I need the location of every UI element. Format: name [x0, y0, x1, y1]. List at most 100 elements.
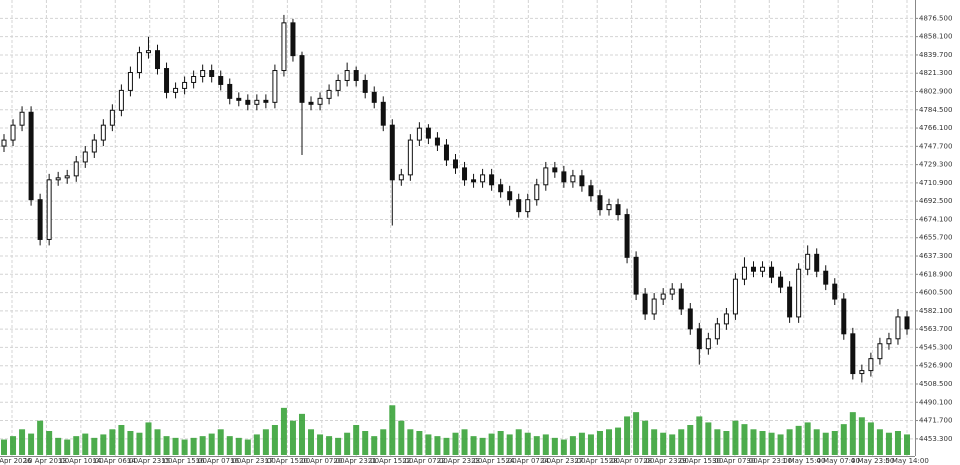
candle-body — [371, 91, 377, 103]
candle-body — [46, 179, 52, 240]
candle-body — [904, 316, 910, 330]
candle-body — [254, 99, 260, 105]
x-tick-label: 15 Apr 15:00 — [161, 457, 207, 465]
candle-body — [525, 199, 531, 213]
x-tick-label: 9 Apr 2026 — [0, 457, 32, 465]
candle-body — [109, 109, 115, 126]
candle-body — [534, 184, 540, 201]
volume-bar — [425, 434, 432, 455]
volume-bar — [497, 431, 504, 455]
candle-body — [552, 167, 558, 173]
volume-bar — [226, 436, 233, 455]
x-tick-label: 24 Apr 23:00 — [540, 457, 586, 465]
candle-body — [769, 266, 775, 278]
candle-body — [416, 127, 422, 141]
candle-body — [814, 253, 820, 272]
candle-body — [561, 171, 567, 183]
candle-body — [489, 174, 495, 186]
candle-body — [543, 167, 549, 186]
y-tick-label: 4821.300 — [919, 69, 952, 77]
candle-body — [750, 266, 756, 272]
candle-body — [362, 79, 368, 93]
candle-body — [290, 22, 296, 57]
y-tick-label: 4802.900 — [919, 88, 952, 96]
volume-bar — [380, 429, 387, 455]
volume-bar — [624, 416, 631, 455]
candle-body — [37, 199, 43, 240]
volume-bar — [64, 439, 71, 455]
candle-body — [714, 323, 720, 340]
candle-body — [760, 266, 766, 272]
volume-bar — [678, 429, 685, 455]
volume-bar — [91, 437, 98, 455]
y-tick-label: 4600.500 — [919, 289, 952, 297]
candle-body — [669, 288, 675, 295]
volume-bar — [488, 433, 495, 455]
candle-body — [398, 174, 404, 181]
candle-body — [299, 55, 305, 103]
candle-body — [227, 83, 233, 99]
candle-body — [191, 75, 197, 83]
candle-body — [335, 79, 341, 91]
candle-body — [82, 151, 88, 163]
x-tick-label: 4 May 07:00 — [816, 457, 860, 465]
candle-body — [64, 175, 70, 179]
volume-bar — [100, 434, 107, 455]
volume-bar — [416, 431, 423, 455]
candle-body — [353, 70, 359, 81]
volume-bar — [515, 429, 522, 455]
volume-bar — [804, 422, 811, 455]
candle-body — [344, 70, 350, 81]
candle-body — [326, 89, 332, 99]
volume-bar — [389, 405, 396, 455]
volume-bar — [461, 429, 468, 455]
volume-bar — [660, 432, 667, 455]
candle-body — [778, 276, 784, 288]
candle-body — [841, 298, 847, 335]
candle-body — [380, 101, 386, 126]
volume-bar — [867, 422, 874, 455]
candle-body — [660, 293, 666, 300]
volume-bar — [723, 431, 730, 455]
candle-body — [462, 167, 468, 181]
volume-bar — [732, 420, 739, 455]
candle-body — [236, 97, 242, 101]
candle-body — [73, 161, 79, 177]
candle-body — [28, 111, 34, 201]
volume-bar — [199, 436, 206, 455]
candle-body — [624, 214, 630, 258]
candle-body — [868, 358, 874, 372]
x-tick-label: 23 Apr 15:00 — [471, 457, 517, 465]
volume-bar — [876, 429, 883, 455]
volume-bar — [795, 425, 802, 455]
x-tick-label: 27 Apr 15:00 — [574, 457, 620, 465]
volume-bar — [371, 436, 378, 455]
volume-bar — [317, 434, 324, 455]
candle-body — [732, 278, 738, 315]
candle-body — [741, 266, 747, 280]
candle-body — [597, 195, 603, 211]
x-tick-label: 16 Apr 07:00 — [196, 457, 242, 465]
volume-bar — [606, 429, 613, 455]
x-tick-label: 29 Apr 15:00 — [678, 457, 724, 465]
volume-bar — [759, 431, 766, 455]
volume-bar — [136, 432, 143, 455]
volume-bar — [822, 432, 829, 455]
candle-body — [498, 184, 504, 193]
volume-bar — [858, 417, 865, 455]
candle-body — [516, 199, 522, 213]
y-tick-label: 4766.100 — [919, 124, 952, 132]
candle-body — [850, 333, 856, 375]
volume-bar — [46, 431, 53, 455]
y-tick-label: 4582.100 — [919, 307, 952, 315]
volume-bar — [479, 437, 486, 455]
volume-bar — [262, 429, 269, 455]
volume-bar — [904, 434, 910, 455]
candle-body — [443, 144, 449, 161]
candle-body — [263, 99, 269, 103]
volume-bar — [542, 434, 549, 455]
x-tick-label: 17 Apr 15:00 — [265, 457, 311, 465]
volume-bar — [813, 429, 820, 455]
